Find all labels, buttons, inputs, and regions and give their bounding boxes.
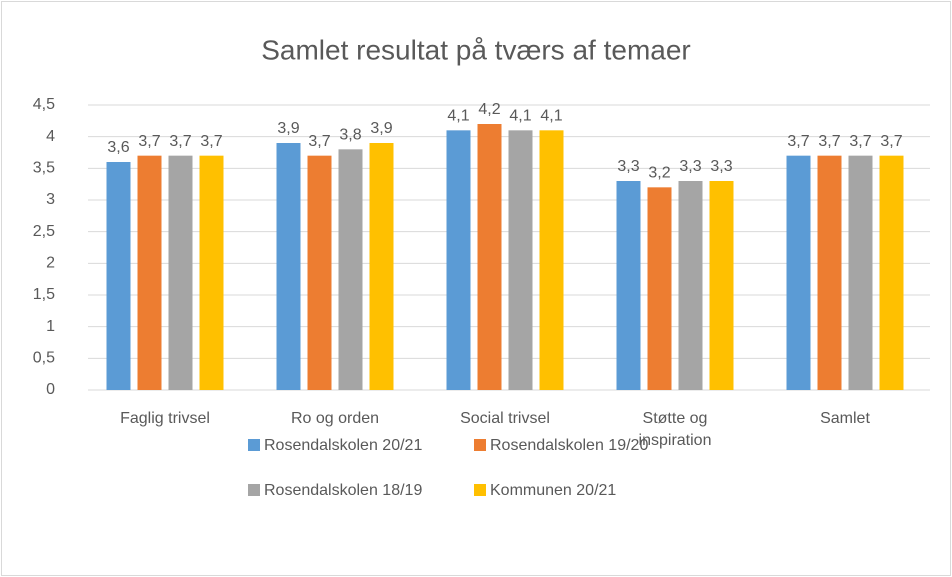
data-label: 3,7 [818, 133, 840, 150]
bar [307, 155, 332, 390]
y-tick-label: 1,5 [33, 286, 55, 303]
bar [168, 155, 193, 390]
bar [786, 155, 811, 390]
y-tick-label: 1 [46, 318, 55, 335]
data-label: 3,7 [169, 133, 191, 150]
y-tick-label: 3,5 [33, 160, 55, 177]
data-label: 3,7 [849, 133, 871, 150]
data-label: 3,7 [308, 133, 330, 150]
bar [199, 155, 224, 390]
legend-label: Rosendalskolen 19/20 [490, 437, 648, 454]
bar [848, 155, 873, 390]
x-tick-label: Støtte og inspiration [638, 410, 712, 449]
data-label: 3,7 [138, 133, 160, 150]
legend-label: Rosendalskolen 20/21 [264, 437, 422, 454]
legend-swatch [474, 439, 486, 451]
bar [276, 143, 301, 390]
y-tick-label: 0 [46, 381, 55, 398]
y-tick-label: 2 [46, 255, 55, 272]
legend-label: Rosendalskolen 18/19 [264, 482, 422, 499]
data-label: 3,3 [617, 158, 639, 175]
y-tick-label: 4 [46, 128, 55, 145]
x-tick-label: Ro og orden [290, 410, 380, 427]
x-tick-label: Faglig trivsel [120, 410, 210, 427]
bar [879, 155, 904, 390]
data-label: 3,7 [200, 133, 222, 150]
bar [369, 143, 394, 390]
chart-title: Samlet resultat på tværs af temaer [261, 34, 691, 65]
legend-label: Kommunen 20/21 [490, 482, 616, 499]
data-label: 3,8 [339, 127, 361, 144]
data-label: 3,3 [710, 158, 732, 175]
bar [817, 155, 842, 390]
data-label: 3,7 [787, 133, 809, 150]
x-tick-label: Samlet [820, 410, 870, 427]
data-label: 3,9 [277, 120, 299, 137]
y-tick-label: 2,5 [33, 223, 55, 240]
bar [338, 149, 363, 390]
bar [106, 162, 131, 390]
data-label: 3,2 [648, 165, 670, 182]
data-label: 3,6 [107, 139, 129, 156]
data-label: 4,1 [447, 108, 469, 125]
bar [709, 181, 734, 390]
legend-swatch [248, 484, 260, 496]
bar [477, 124, 502, 390]
data-label: 3,9 [370, 120, 392, 137]
data-label: 3,3 [679, 158, 701, 175]
y-tick-label: 0,5 [33, 350, 55, 367]
bar [678, 181, 703, 390]
bar [647, 187, 672, 390]
bar [539, 130, 564, 391]
x-tick-label: Social trivsel [460, 410, 550, 427]
data-label: 3,7 [880, 133, 902, 150]
y-tick-label: 3 [46, 191, 55, 208]
y-tick-label: 4,5 [33, 96, 55, 113]
bar [616, 181, 641, 390]
data-label: 4,1 [509, 108, 531, 125]
bar [137, 155, 162, 390]
legend-swatch [474, 484, 486, 496]
data-label: 4,1 [540, 108, 562, 125]
legend-swatch [248, 439, 260, 451]
data-label: 4,2 [478, 101, 500, 118]
bar [446, 130, 471, 391]
bar [508, 130, 533, 391]
